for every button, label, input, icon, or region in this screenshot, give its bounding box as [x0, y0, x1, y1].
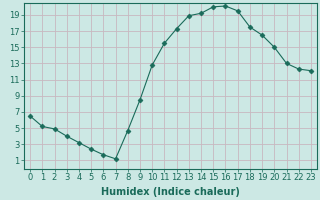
X-axis label: Humidex (Indice chaleur): Humidex (Indice chaleur)	[101, 187, 240, 197]
